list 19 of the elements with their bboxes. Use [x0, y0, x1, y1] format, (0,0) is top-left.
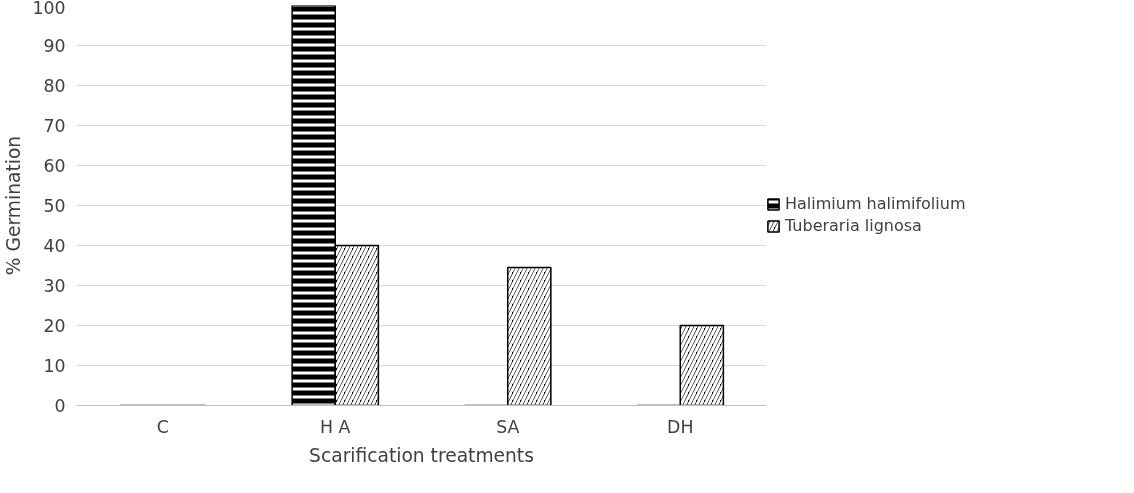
y-tick-label: 40 — [43, 236, 66, 256]
y-tick-label: 0 — [54, 396, 66, 416]
y-tick-label: 80 — [43, 76, 66, 96]
x-tick-label: C — [156, 416, 169, 437]
y-tick-label: 50 — [43, 196, 66, 216]
x-tick-label: SA — [496, 416, 520, 437]
y-tick-label: 100 — [32, 0, 66, 18]
legend-label: Tuberaria lignosa — [785, 216, 922, 235]
y-tick-label: 10 — [43, 356, 66, 376]
y-tick-label: 20 — [43, 316, 66, 336]
y-tick-label: 30 — [43, 276, 66, 296]
legend-label: Halimium halimifolium — [785, 194, 966, 213]
y-tick-label: 90 — [43, 36, 66, 56]
x-tick-label: H A — [320, 416, 351, 437]
y-tick-label: 60 — [43, 156, 66, 176]
x-tick-label: DH — [667, 416, 694, 437]
y-tick-label: 70 — [43, 116, 66, 136]
y-axis-title: % Germination — [3, 135, 25, 276]
x-axis-title: Scarification treatments — [309, 444, 534, 466]
